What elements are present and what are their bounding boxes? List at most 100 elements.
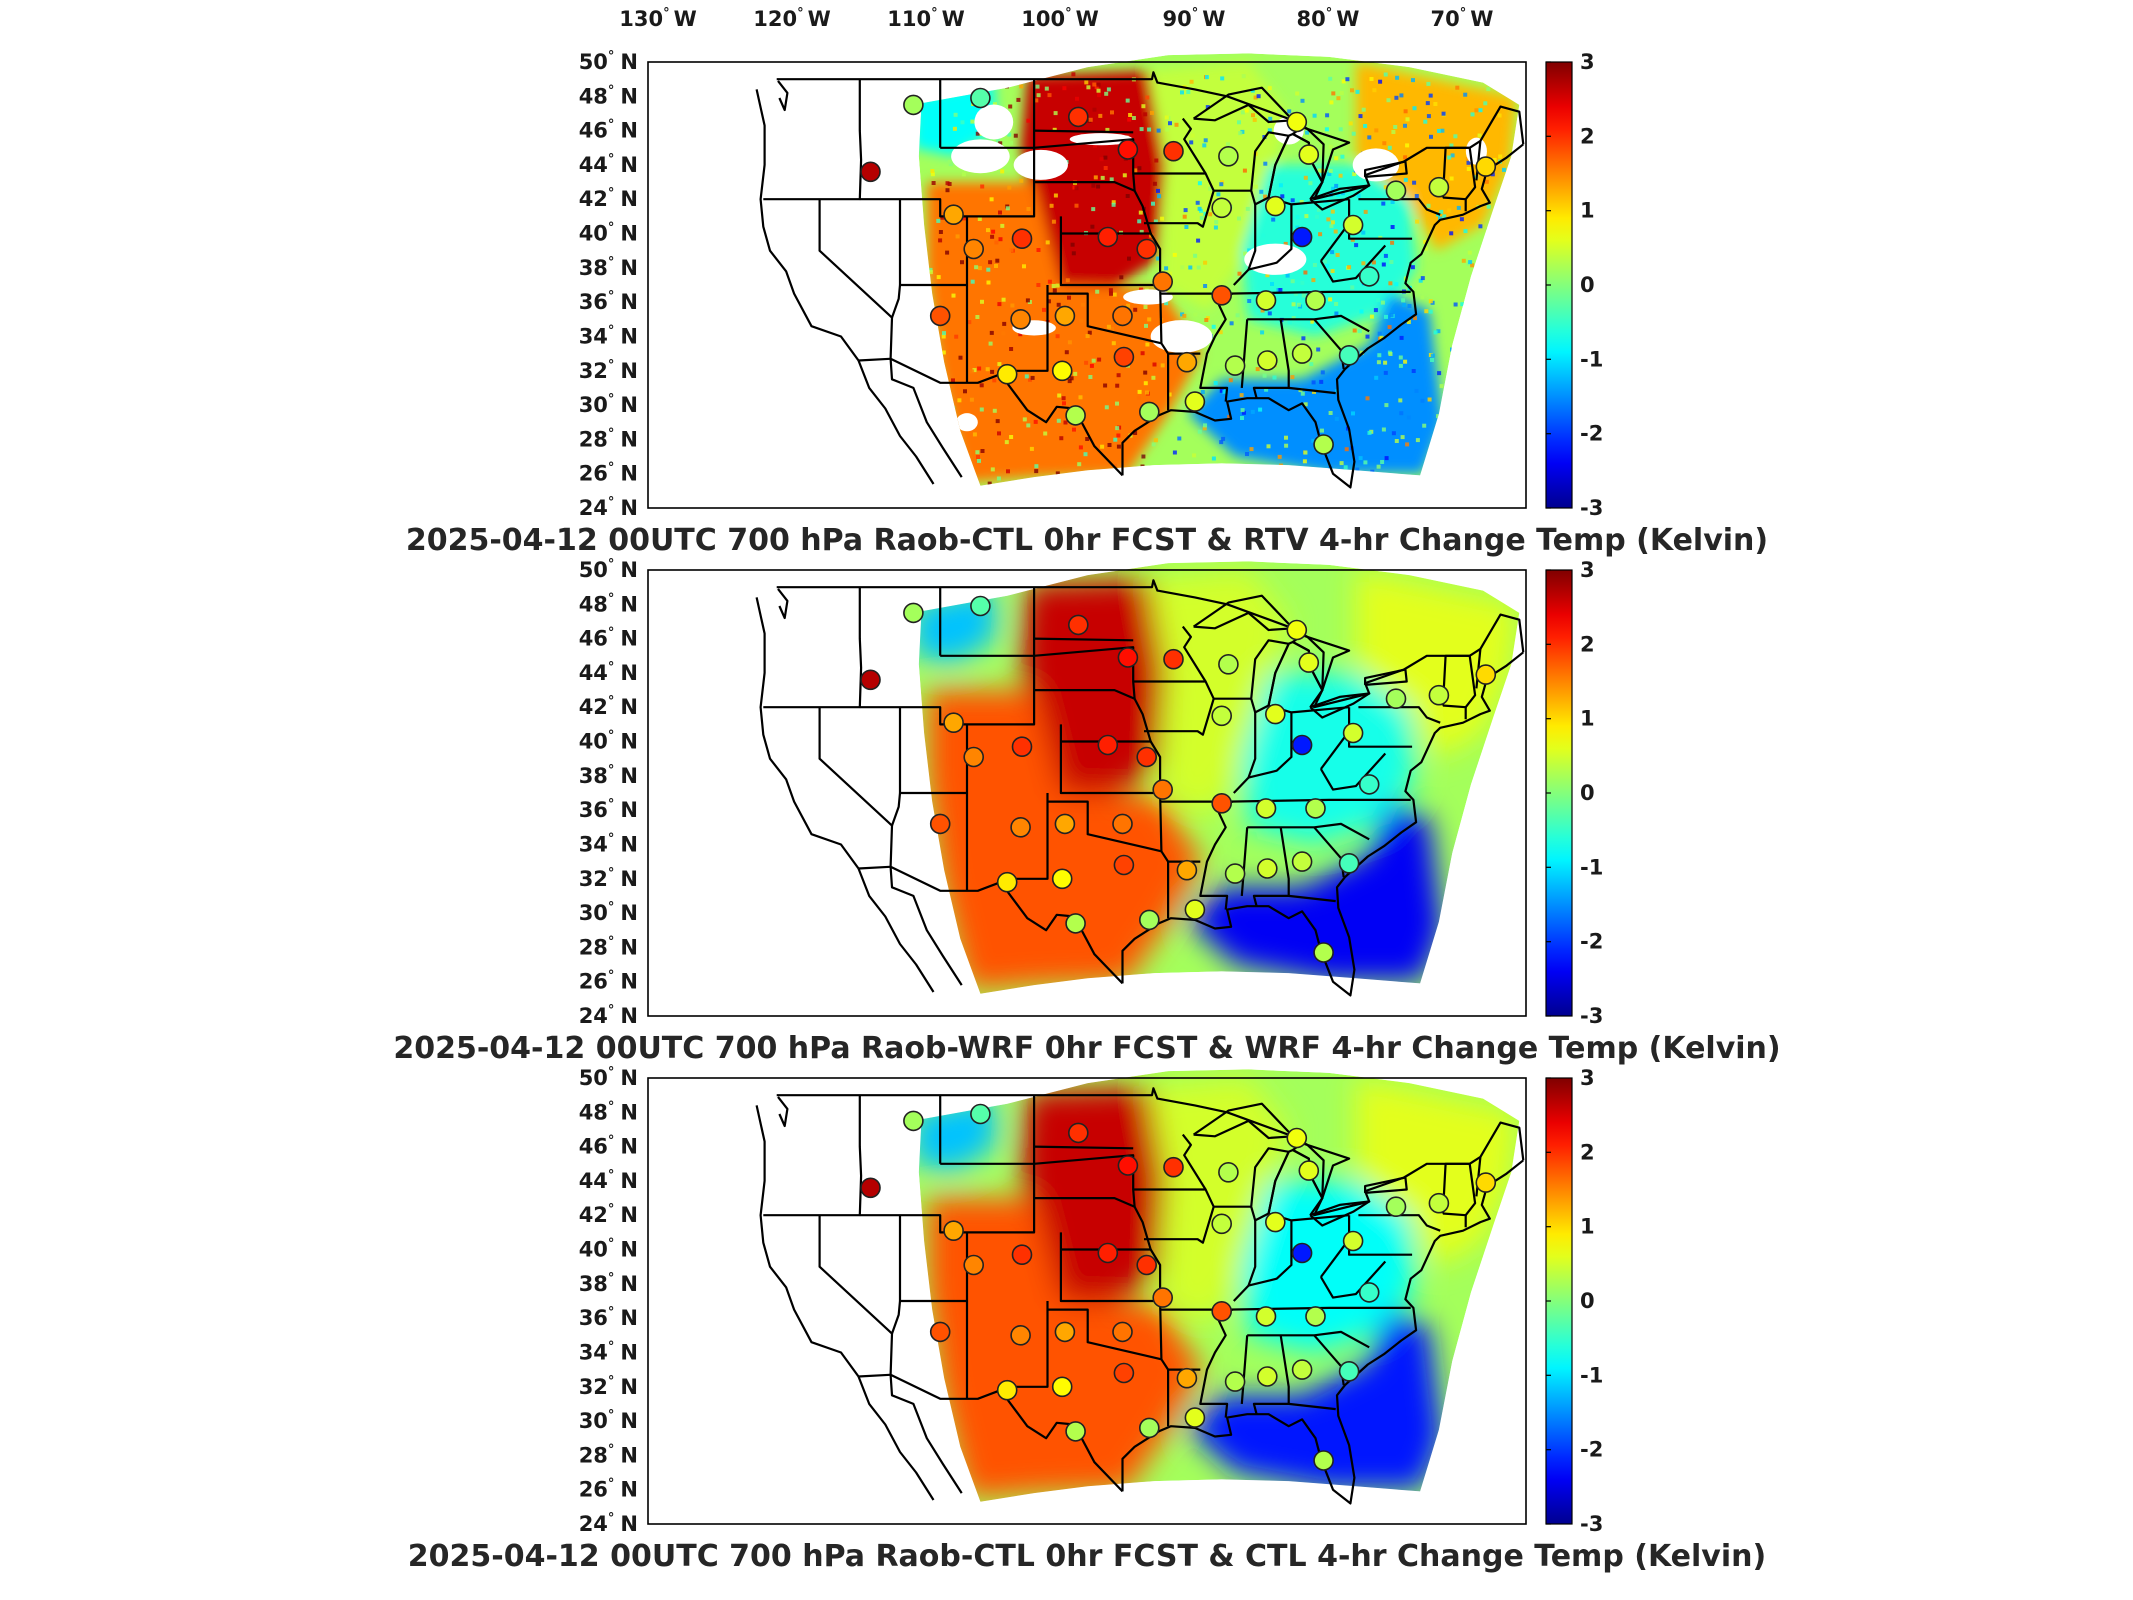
speckle-dot (1279, 463, 1283, 468)
border-line (1248, 1220, 1293, 1287)
missing-data-gap (1123, 289, 1173, 305)
speckle-dot (1351, 131, 1356, 136)
speckle-dot (1153, 219, 1158, 224)
speckle-dot (1400, 435, 1405, 440)
speckle-dot (1371, 260, 1376, 265)
speckle-dot (1462, 314, 1467, 319)
speckle-dot (1018, 332, 1023, 337)
lat-tick-label: 36° N (579, 289, 638, 314)
speckle-dot (1476, 399, 1481, 404)
raob-station-marker (1065, 913, 1086, 934)
border-line (763, 587, 863, 709)
speckle-dot (1350, 88, 1354, 93)
speckle-dot (1327, 172, 1332, 176)
speckle-dot (1078, 395, 1083, 400)
speckle-dot (1428, 93, 1433, 98)
speckle-dot (1391, 130, 1396, 134)
lat-tick-label: 44° N (579, 152, 638, 177)
speckle-dot (998, 237, 1003, 242)
border-line (755, 597, 860, 870)
speckle-dot (938, 361, 943, 366)
border-line (1233, 712, 1257, 794)
speckle-dot (930, 364, 934, 369)
raob-station-marker (1257, 858, 1278, 879)
speckle-dot (1029, 446, 1034, 451)
speckle-dot (1157, 194, 1162, 199)
lat-tick-label: 26° N (579, 969, 638, 994)
border-line (889, 358, 963, 478)
speckle-dot (1417, 475, 1422, 480)
speckle-dot (1336, 96, 1341, 101)
speckle-dot (1264, 387, 1269, 392)
speckle-dot (1484, 179, 1489, 184)
raob-station-marker (1211, 1213, 1232, 1235)
speckle-dot (1022, 264, 1026, 269)
raob-station-marker (1184, 1407, 1206, 1428)
speckle-dot (988, 341, 993, 346)
raob-station-marker (929, 1321, 951, 1343)
raob-station-marker (996, 363, 1018, 385)
speckle-dot (1468, 364, 1473, 368)
speckle-dot (1186, 175, 1191, 180)
speckle-dot (1147, 127, 1152, 132)
speckle-dot (1156, 128, 1161, 133)
border-line (1358, 706, 1441, 724)
lat-tick-label: 46° N (579, 118, 638, 143)
speckle-dot (1427, 449, 1432, 453)
speckle-dot (967, 320, 972, 325)
speckle-dot (1005, 206, 1010, 211)
speckle-dot (1203, 284, 1208, 288)
speckle-dot (1160, 216, 1165, 221)
speckle-dot (1243, 251, 1248, 256)
speckle-dot (1411, 369, 1416, 373)
speckle-dot (1009, 140, 1014, 145)
border-line (1291, 198, 1350, 206)
speckle-dot (1490, 277, 1495, 282)
speckle-dot (1383, 185, 1388, 190)
speckle-dot (1376, 464, 1381, 469)
border-line (1159, 792, 1170, 919)
speckle-dot (1241, 410, 1246, 415)
speckle-dot (1324, 127, 1329, 132)
speckle-dot (1160, 363, 1165, 368)
raob-station-marker (1113, 346, 1135, 368)
speckle-dot (1180, 312, 1185, 317)
speckle-dot (1468, 260, 1473, 265)
lat-tick-label: 30° N (579, 900, 638, 925)
speckle-dot (1381, 201, 1386, 206)
speckle-dot (1075, 96, 1079, 101)
speckle-dot (1091, 207, 1096, 212)
speckle-dot (942, 80, 947, 85)
speckle-dot (1240, 110, 1245, 115)
lat-tick-label: 46° N (579, 1134, 638, 1159)
speckle-dot (1401, 298, 1406, 303)
speckle-dot (1377, 331, 1382, 336)
speckle-dot (941, 334, 946, 339)
speckle-dot (1053, 193, 1058, 198)
speckle-dot (1126, 303, 1131, 308)
raob-station-marker (1139, 401, 1160, 423)
speckle-dot (1471, 467, 1476, 472)
speckle-dot (962, 216, 967, 221)
border-line (1442, 1212, 1467, 1228)
speckle-dot (1280, 194, 1285, 199)
raob-station-marker (1305, 290, 1326, 311)
speckle-dot (1312, 389, 1316, 394)
speckle-dot (1219, 440, 1224, 445)
speckle-dot (1411, 78, 1415, 83)
speckle-dot (970, 369, 975, 374)
colorbar-tick-label: -1 (1580, 1363, 1603, 1387)
speckle-dot (1356, 471, 1361, 476)
border-line (859, 146, 1036, 218)
speckle-dot (1430, 353, 1435, 358)
speckle-dot (1489, 241, 1494, 246)
speckle-dot (1361, 107, 1366, 112)
raob-station-marker (1010, 1325, 1031, 1346)
speckle-dot (961, 172, 966, 177)
speckle-dot (1137, 219, 1142, 224)
speckle-dot (1295, 225, 1300, 230)
speckle-dot (1063, 420, 1068, 425)
speckle-dot (1475, 338, 1480, 343)
speckle-dot (1103, 155, 1108, 160)
raob-station-marker (1218, 653, 1239, 675)
